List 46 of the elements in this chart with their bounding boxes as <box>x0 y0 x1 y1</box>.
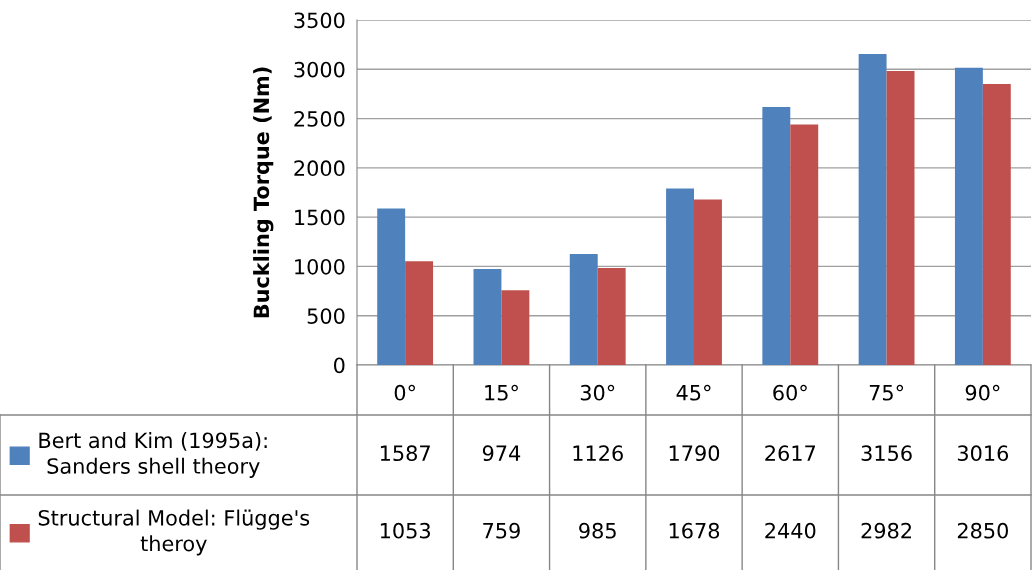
bar <box>954 67 983 365</box>
y-tick-label: 500 <box>307 308 345 324</box>
y-tick-label: 1000 <box>295 258 345 275</box>
y-tick-label: 2000 <box>294 160 345 177</box>
bar <box>501 290 530 365</box>
y-tick-label: 2500 <box>294 111 345 127</box>
bar <box>982 84 1011 365</box>
bar <box>597 267 626 365</box>
data-label: 1587 <box>380 445 430 462</box>
data-label: 3156 <box>861 445 912 462</box>
data-label: 1053 <box>380 522 430 539</box>
y-tick-label: 3500 <box>294 12 345 29</box>
x-tick-label: 75° <box>869 384 904 401</box>
bar <box>790 124 819 365</box>
bar <box>377 208 406 365</box>
y-tick-label: 0 <box>334 357 345 374</box>
bar <box>694 199 722 365</box>
x-tick-label: 90° <box>965 384 1000 401</box>
y-tick-label: 3000 <box>294 61 345 78</box>
legend-label: Structural Model: Flügge's theroy <box>38 509 310 556</box>
legend-label: Bert and Kim (1995a): Sanders shell theory <box>39 432 267 478</box>
bar <box>473 268 502 365</box>
data-label: 3016 <box>957 445 1009 462</box>
bar <box>666 188 694 365</box>
data-label: 985 <box>579 522 616 539</box>
bar <box>762 107 791 365</box>
x-tick-label: 60° <box>773 384 807 401</box>
data-label: 1678 <box>669 522 720 539</box>
bar <box>858 53 887 365</box>
data-label: 759 <box>483 522 520 539</box>
data-label: 974 <box>482 445 521 462</box>
x-tick-label: 0° <box>394 384 415 401</box>
data-label: 1790 <box>669 445 720 462</box>
y-axis-title: Buckling Torque (Nm) <box>253 67 274 318</box>
x-tick-label: 30° <box>580 384 615 401</box>
data-label: 2440 <box>765 522 816 539</box>
bar <box>569 254 598 365</box>
x-tick-label: 45° <box>676 384 711 401</box>
data-label: 2850 <box>957 522 1008 539</box>
y-tick-label: 1500 <box>295 209 345 226</box>
data-label: 2617 <box>765 445 816 462</box>
bar <box>886 71 915 365</box>
data-label: 1126 <box>573 445 623 462</box>
x-tick-label: 15° <box>485 384 518 401</box>
data-label: 2982 <box>861 522 911 539</box>
bar <box>405 261 434 365</box>
